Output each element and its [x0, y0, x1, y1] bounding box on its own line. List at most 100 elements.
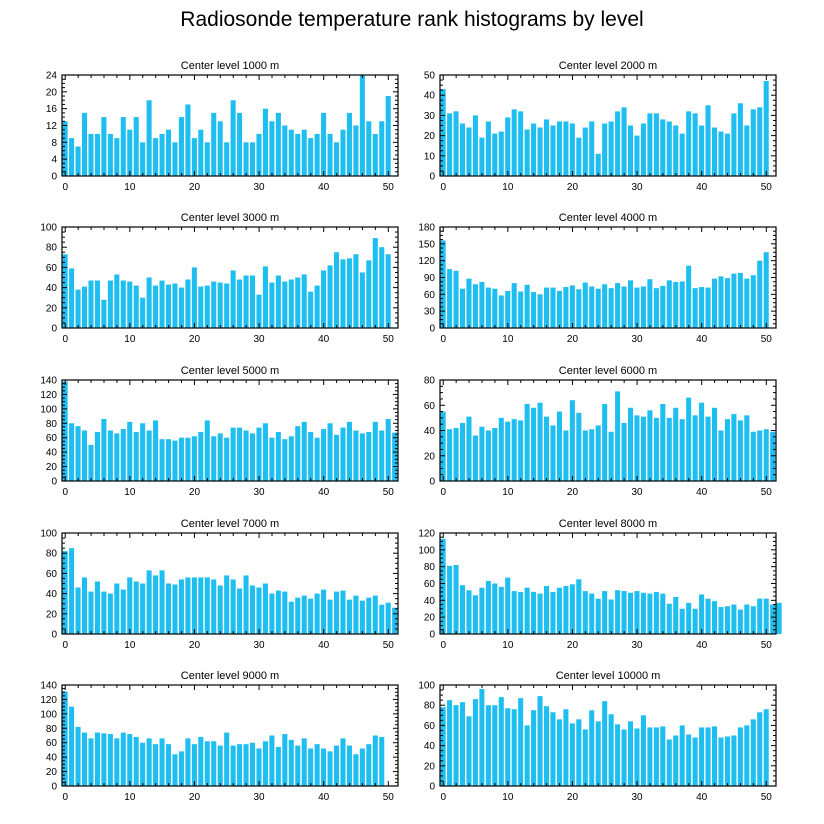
y-tick-label: 60: [46, 433, 58, 444]
y-tick-label: 0: [429, 630, 435, 641]
histogram-bar: [634, 287, 640, 328]
histogram-bar: [479, 426, 485, 481]
histogram-bar: [602, 591, 608, 634]
histogram-bar: [640, 416, 646, 481]
histogram-bar: [262, 266, 268, 328]
histogram-bar: [640, 592, 646, 634]
histogram-bar: [543, 706, 550, 786]
histogram-bar: [153, 744, 159, 786]
y-tick-label: 40: [424, 741, 436, 752]
histogram-bar: [107, 734, 113, 786]
histogram-bar: [602, 403, 608, 481]
histogram-bar: [673, 735, 679, 786]
histogram-bar: [379, 247, 385, 328]
histogram-bar: [69, 706, 75, 786]
y-tick-label: 100: [40, 709, 57, 720]
histogram-bar: [718, 430, 724, 481]
histogram-bar: [550, 425, 556, 481]
histogram-bar: [204, 420, 210, 481]
y-tick-label: 80: [424, 562, 436, 573]
y-tick-label: 60: [424, 401, 436, 412]
y-tick-label: 150: [418, 239, 435, 250]
histogram-bar: [699, 287, 705, 328]
histogram-bar: [518, 111, 524, 176]
histogram-bar: [159, 133, 165, 176]
histogram-bar: [537, 593, 543, 634]
histogram-bar: [634, 728, 640, 786]
histogram-bar: [146, 277, 152, 328]
y-tick-label: 20: [46, 462, 58, 473]
histogram-bar: [178, 287, 184, 328]
histogram-bar: [62, 691, 68, 786]
histogram-bar: [301, 421, 307, 481]
x-tick-label: 10: [124, 640, 136, 651]
histogram-bar: [595, 425, 601, 481]
y-tick-label: 20: [46, 303, 58, 314]
histogram-bar: [556, 121, 562, 176]
y-tick-label: 60: [424, 721, 436, 732]
histogram-bar: [243, 575, 249, 634]
histogram-bar: [699, 402, 705, 481]
histogram-bar: [615, 111, 621, 176]
x-tick-label: 40: [696, 334, 708, 345]
histogram-bar: [146, 570, 152, 634]
histogram-bar: [107, 593, 113, 634]
histogram-bar: [640, 715, 646, 786]
y-tick-label: 100: [418, 545, 435, 556]
histogram-bar: [699, 125, 705, 176]
x-tick-label: 30: [632, 487, 644, 498]
histogram-bar: [340, 427, 346, 481]
y-tick-label: 180: [418, 223, 435, 234]
histogram-bar: [627, 280, 634, 328]
x-tick-label: 0: [440, 487, 446, 498]
histogram-bar: [466, 590, 472, 634]
histogram-bar: [333, 252, 340, 328]
histogram-bar: [101, 299, 107, 328]
histogram-bar: [353, 754, 359, 786]
histogram-bar: [217, 433, 223, 481]
histogram-bar: [673, 281, 679, 328]
histogram-bar: [178, 117, 184, 176]
histogram-bar: [217, 745, 223, 786]
histogram-bar: [589, 121, 595, 176]
histogram-bar: [589, 593, 595, 634]
histogram-bar: [314, 437, 320, 481]
histogram-bar: [262, 423, 268, 481]
histogram-bar: [81, 112, 88, 177]
histogram-bar: [321, 748, 327, 786]
histogram-bar: [524, 284, 530, 328]
histogram-bar: [524, 129, 530, 176]
histogram-bar: [301, 129, 307, 176]
histogram-bar: [88, 591, 94, 634]
panel-title: Center level 10000 m: [556, 670, 661, 682]
histogram-bar: [288, 129, 294, 176]
histogram-bar: [372, 595, 378, 634]
histogram-bar: [275, 275, 281, 328]
histogram-bar: [718, 607, 724, 634]
histogram-bar: [114, 583, 120, 634]
histogram-bar: [543, 119, 550, 176]
histogram-bar: [159, 439, 165, 481]
histogram-bar: [262, 108, 268, 176]
x-tick-label: 30: [254, 334, 266, 345]
histogram-bar: [262, 583, 268, 634]
histogram-bar: [75, 146, 81, 176]
histogram-bar: [308, 291, 314, 328]
histogram-bar: [621, 729, 627, 786]
histogram-bar: [505, 708, 511, 786]
histogram-bar: [120, 732, 126, 786]
histogram-bar: [705, 416, 711, 481]
x-tick-label: 0: [440, 182, 446, 193]
histogram-bar: [165, 583, 172, 634]
histogram-bar: [346, 599, 352, 634]
histogram-bar: [453, 270, 459, 328]
histogram-bar: [531, 710, 537, 786]
histogram-bar: [543, 416, 550, 481]
histogram-bar: [602, 701, 608, 786]
x-tick-label: 0: [62, 334, 68, 345]
x-tick-label: 0: [440, 792, 446, 803]
x-tick-label: 10: [124, 182, 136, 193]
y-tick-label: 80: [424, 701, 436, 712]
x-tick-label: 40: [318, 182, 330, 193]
